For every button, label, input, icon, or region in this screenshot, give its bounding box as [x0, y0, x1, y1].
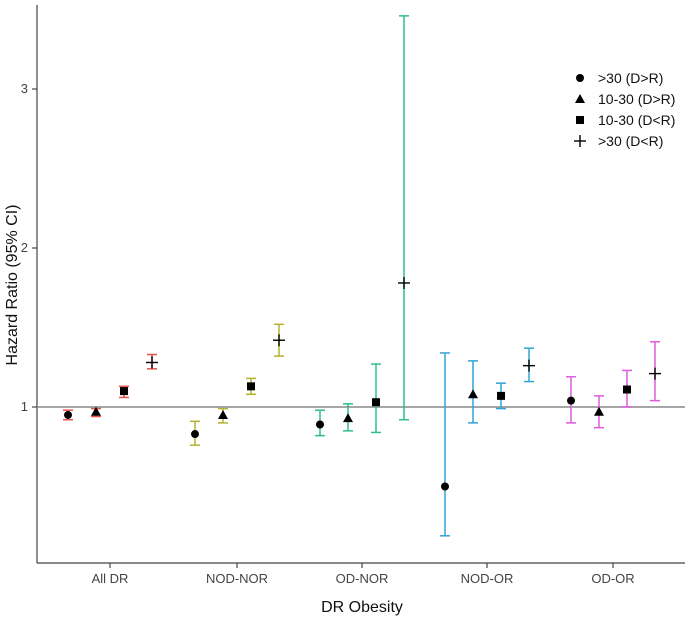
- error-bar-group: [566, 376, 576, 424]
- x-tick-label: NOD-OR: [461, 571, 514, 586]
- x-axis-title: DR Obesity: [321, 599, 403, 616]
- legend-label: 10-30 (D>R): [598, 91, 675, 107]
- data-point: [273, 334, 285, 347]
- data-point: [91, 406, 101, 416]
- x-tick-label: NOD-NOR: [206, 571, 268, 586]
- data-point: [623, 385, 631, 394]
- legend-item: 10-30 (D<R): [576, 112, 675, 128]
- error-bar-group: [246, 377, 256, 396]
- data-point: [468, 389, 478, 399]
- legend-item: 10-30 (D>R): [575, 91, 675, 107]
- data-point: [120, 387, 128, 396]
- error-bar-group: [273, 323, 285, 357]
- data-point: [594, 406, 604, 416]
- error-bar-group: [523, 347, 535, 383]
- error-bar-group: [91, 406, 101, 418]
- y-axis-ticks: 1 2 3: [21, 81, 37, 414]
- legend-label: >30 (D<R): [598, 133, 663, 149]
- data-point: [441, 482, 449, 491]
- legend-item: >30 (D<R): [574, 133, 663, 149]
- legend-label: 10-30 (D<R): [598, 112, 675, 128]
- y-axis-title: Hazard Ratio (95% CI): [4, 205, 21, 366]
- data-point: [218, 409, 228, 419]
- error-bar-group: [440, 352, 450, 537]
- legend: >30 (D>R) 10-30 (D>R) 10-30 (D<R) >30 (D<R): [574, 70, 675, 149]
- legend-marker: [576, 74, 584, 82]
- error-bar-group: [594, 395, 604, 429]
- error-bar-group: [146, 353, 158, 370]
- legend-label: >30 (D>R): [598, 70, 663, 86]
- data-point: [649, 367, 661, 380]
- error-bar-group: [343, 403, 353, 432]
- data-point: [372, 398, 380, 407]
- error-bar-group: [468, 360, 478, 424]
- error-bar-group: [371, 363, 381, 434]
- error-bar-group: [190, 420, 200, 446]
- data-point: [247, 382, 255, 391]
- y-tick-label: 1: [21, 399, 28, 414]
- data-point: [398, 276, 410, 289]
- error-bar-group: [649, 341, 661, 402]
- legend-item: >30 (D>R): [576, 70, 663, 86]
- error-bar-group: [398, 15, 410, 421]
- plot-area: [36, 5, 685, 564]
- error-bar-group: [315, 409, 325, 437]
- data-point: [343, 413, 353, 423]
- x-tick-label: OD-OR: [591, 571, 634, 586]
- error-bar-group: [63, 409, 73, 421]
- error-bar-group: [218, 407, 228, 424]
- legend-marker: [574, 135, 586, 147]
- legend-marker: [575, 94, 585, 103]
- data-point: [497, 391, 505, 400]
- legend-marker: [576, 116, 584, 124]
- data-point: [316, 420, 324, 429]
- data-point: [567, 396, 575, 405]
- error-bar-group: [119, 385, 129, 399]
- y-tick-label: 2: [21, 240, 28, 255]
- data-point: [146, 356, 158, 369]
- data-point: [64, 410, 72, 419]
- data-point: [523, 359, 535, 372]
- x-tick-label: OD-NOR: [336, 571, 389, 586]
- data-point: [191, 430, 199, 439]
- error-bar-group: [496, 382, 506, 410]
- error-bar-group: [622, 369, 632, 408]
- x-axis-ticks: All DR NOD-NOR OD-NOR NOD-OR OD-OR: [92, 563, 635, 586]
- y-tick-label: 3: [21, 81, 28, 96]
- x-tick-label: All DR: [92, 571, 129, 586]
